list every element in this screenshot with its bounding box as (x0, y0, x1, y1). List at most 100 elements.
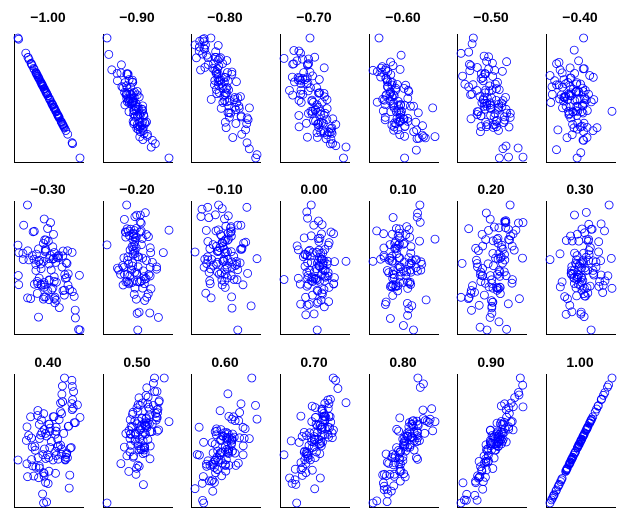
scatter-point (321, 412, 331, 422)
scatter-point (400, 472, 410, 482)
scatter-point (303, 258, 313, 268)
panel-title: −0.10 (207, 181, 243, 197)
scatter-point (233, 458, 243, 468)
scatter-point (390, 118, 400, 128)
scatter-point (607, 106, 617, 116)
scatter-point (506, 231, 515, 241)
scatter-point (23, 293, 33, 303)
scatter-point (570, 210, 579, 220)
scatter-point (591, 257, 601, 267)
scatter-point (52, 109, 62, 119)
scatter-point (24, 255, 34, 265)
scatter-point (127, 242, 137, 252)
scatter-point (368, 256, 378, 266)
scatter-point (218, 431, 228, 441)
scatter-point (386, 88, 396, 97)
scatter-point (296, 465, 306, 475)
scatter-point (566, 102, 576, 111)
scatter-point (227, 292, 237, 302)
scatter-point (491, 117, 501, 126)
scatter-point (561, 309, 571, 319)
scatter-point (413, 108, 423, 118)
scatter-point (581, 207, 591, 217)
scatter-point (213, 267, 223, 277)
scatter-point (145, 454, 155, 464)
scatter-point (482, 445, 491, 455)
scatter-point (40, 444, 49, 454)
scatter-point (471, 255, 481, 265)
scatter-point (50, 294, 59, 304)
scatter-point (561, 236, 571, 245)
scatter-point (51, 446, 60, 456)
scatter-point (41, 245, 50, 255)
scatter-point (472, 495, 482, 505)
scatter-point (46, 437, 56, 446)
scatter-point (126, 440, 136, 450)
scatter-point (119, 262, 129, 272)
scatter-point (13, 240, 23, 250)
scatter-point (389, 471, 399, 481)
scatter-point (596, 219, 606, 229)
scatter-point (67, 405, 77, 415)
scatter-point (478, 484, 488, 494)
panel-axes (280, 201, 350, 335)
scatter-point (244, 144, 254, 154)
scatter-point (598, 288, 608, 297)
scatter-point (44, 94, 54, 103)
scatter-point (484, 52, 494, 62)
scatter-point (305, 455, 315, 465)
scatter-point (312, 83, 322, 93)
scatter-point (153, 408, 162, 418)
scatter-point (518, 152, 528, 162)
scatter-point (405, 232, 415, 242)
scatter-point (407, 301, 417, 311)
scatter-point (243, 268, 253, 278)
scatter-point (51, 468, 60, 478)
scatter-point (418, 379, 428, 389)
scatter-point (588, 265, 598, 275)
scatter-point (415, 236, 424, 246)
scatter-point (396, 50, 406, 60)
scatter-point (420, 133, 430, 143)
scatter-point (102, 33, 112, 43)
scatter-point (222, 97, 232, 107)
scatter-point (559, 92, 569, 102)
scatter-point (584, 246, 594, 255)
scatter-point (399, 84, 409, 93)
scatter-point (34, 461, 44, 471)
scatter-point (239, 433, 249, 443)
scatter-point (137, 124, 147, 134)
scatter-point (143, 435, 153, 445)
scatter-point (224, 444, 234, 454)
scatter-point (145, 441, 155, 451)
scatter-point (312, 275, 322, 285)
panel-axes (546, 374, 616, 508)
scatter-point (143, 402, 153, 412)
scatter-point (560, 292, 570, 302)
scatter-point (39, 238, 48, 248)
scatter-point (329, 229, 339, 239)
scatter-point (134, 445, 144, 455)
scatter-point (54, 111, 63, 121)
scatter-point (484, 86, 494, 96)
scatter-point (132, 87, 142, 96)
scatter-point (54, 250, 63, 260)
scatter-point (574, 236, 584, 246)
scatter-point (242, 119, 252, 129)
scatter-point (404, 427, 414, 437)
scatter-point (164, 225, 174, 235)
scatter-point (31, 265, 41, 275)
scatter-point (75, 153, 85, 163)
scatter-point (398, 277, 408, 287)
scatter-point (479, 290, 489, 300)
scatter-point (545, 255, 555, 265)
scatter-point (505, 113, 515, 122)
scatter-point (502, 324, 512, 334)
scatter-point (492, 235, 502, 244)
scatter-point (206, 95, 216, 104)
scatter-point (385, 314, 395, 323)
scatter-point (56, 117, 66, 127)
scatter-point (130, 101, 140, 110)
scatter-point (216, 268, 226, 278)
scatter-point (466, 61, 476, 71)
